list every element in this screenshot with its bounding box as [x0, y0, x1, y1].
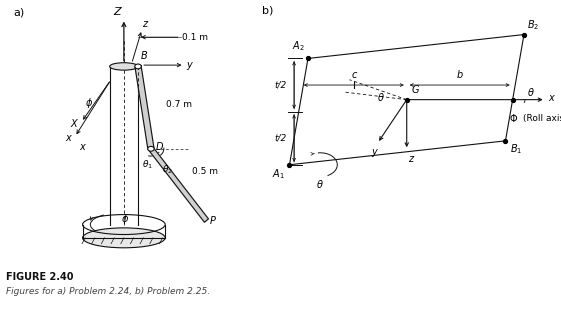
Text: (Roll axis): (Roll axis)	[523, 114, 561, 123]
Text: $\phi$: $\phi$	[85, 96, 93, 110]
Text: FIGURE 2.40: FIGURE 2.40	[6, 272, 73, 282]
Text: b: b	[457, 70, 463, 80]
Text: $B_1$: $B_1$	[510, 142, 522, 156]
Polygon shape	[149, 147, 209, 222]
Text: P: P	[210, 216, 215, 226]
Text: a): a)	[13, 8, 24, 18]
Text: $B_2$: $B_2$	[527, 18, 539, 32]
Text: $\theta$: $\theta$	[376, 91, 384, 103]
Text: 0.5 m: 0.5 m	[192, 167, 218, 176]
Ellipse shape	[82, 228, 165, 248]
Text: t/2: t/2	[274, 81, 287, 90]
Text: Z: Z	[114, 7, 121, 17]
Text: D: D	[155, 142, 163, 152]
Text: X: X	[71, 119, 77, 129]
Text: $\theta_2$: $\theta_2$	[162, 163, 173, 176]
Text: 0.1 m: 0.1 m	[182, 33, 208, 42]
Text: z: z	[408, 154, 413, 164]
Text: y: y	[371, 147, 376, 157]
Text: Figures for a) Problem 2.24, b) Problem 2.25.: Figures for a) Problem 2.24, b) Problem …	[6, 287, 210, 296]
Text: $A_1$: $A_1$	[272, 167, 285, 181]
Text: x: x	[65, 133, 71, 143]
Text: $\theta$: $\theta$	[316, 178, 324, 190]
Text: x: x	[80, 142, 85, 152]
Text: B: B	[141, 51, 148, 61]
Ellipse shape	[135, 64, 141, 69]
Text: $A_2$: $A_2$	[292, 39, 305, 53]
Text: $\theta_1$: $\theta_1$	[141, 159, 153, 171]
Text: $\phi$: $\phi$	[121, 212, 129, 226]
Text: t/2: t/2	[274, 134, 287, 143]
Text: y: y	[187, 60, 192, 70]
Ellipse shape	[109, 63, 138, 70]
Text: $\Phi$: $\Phi$	[509, 112, 518, 124]
Polygon shape	[135, 66, 154, 149]
Text: z: z	[142, 19, 148, 29]
Text: b): b)	[261, 5, 273, 15]
Text: $\theta$: $\theta$	[527, 86, 535, 98]
Text: 0.7 m: 0.7 m	[167, 100, 192, 109]
Text: x: x	[549, 93, 554, 103]
Ellipse shape	[148, 146, 154, 151]
Text: G: G	[411, 85, 419, 95]
Text: c: c	[351, 70, 356, 80]
